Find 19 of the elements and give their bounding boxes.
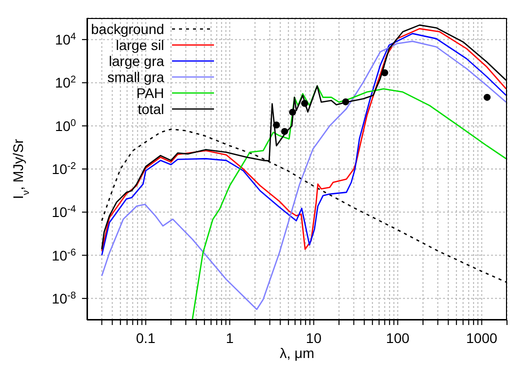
legend-label: small gra bbox=[107, 69, 164, 85]
y-tick-label: 10$^{0}$ bbox=[54, 117, 77, 134]
y-tick-label: 10$^{-2}$ bbox=[52, 160, 76, 177]
x-tick-label: 10 bbox=[306, 330, 322, 346]
x-tick-label: 1000 bbox=[466, 330, 498, 346]
legend-label: PAH bbox=[136, 85, 164, 101]
x-tick-label: 100 bbox=[386, 330, 410, 346]
y-tick-label: 10$^{2}$ bbox=[54, 74, 76, 91]
y-tick-label: 10$^{-4}$ bbox=[52, 204, 77, 220]
y-tick-label: 10$^{4}$ bbox=[54, 31, 77, 48]
x-axis-title: λ, μm bbox=[280, 345, 314, 361]
legend-label: background bbox=[91, 21, 164, 37]
y-tick-label: 10$^{-8}$ bbox=[52, 290, 77, 306]
legend-label: large gra bbox=[108, 53, 164, 69]
legend-label: total bbox=[138, 101, 164, 117]
y-tick-label: 10$^{-6}$ bbox=[52, 246, 77, 264]
x-tick-label: 0.1 bbox=[136, 330, 156, 346]
legend-label: large sil bbox=[116, 37, 164, 53]
x-tick-label: 1 bbox=[226, 330, 234, 346]
